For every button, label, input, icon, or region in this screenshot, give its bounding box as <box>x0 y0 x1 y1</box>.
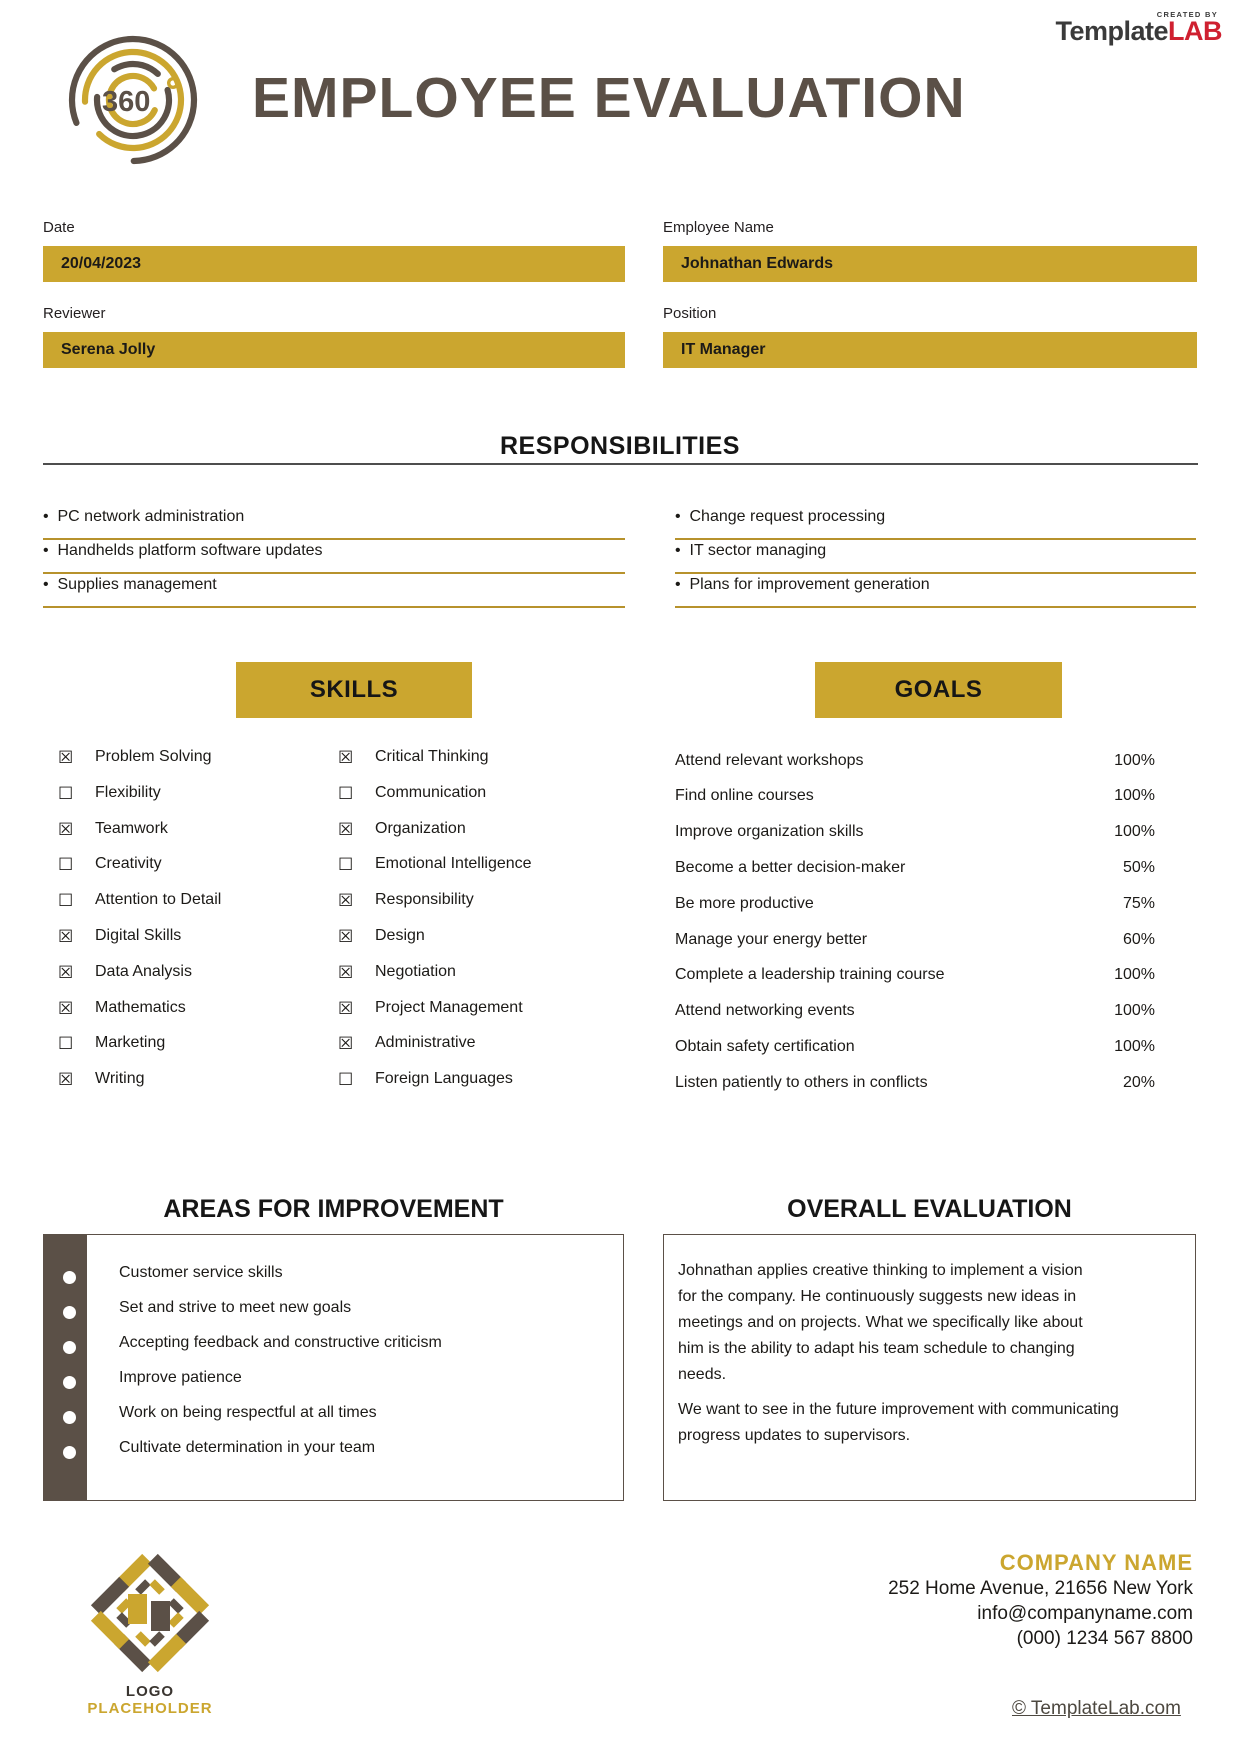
svg-text:360: 360 <box>102 86 150 118</box>
